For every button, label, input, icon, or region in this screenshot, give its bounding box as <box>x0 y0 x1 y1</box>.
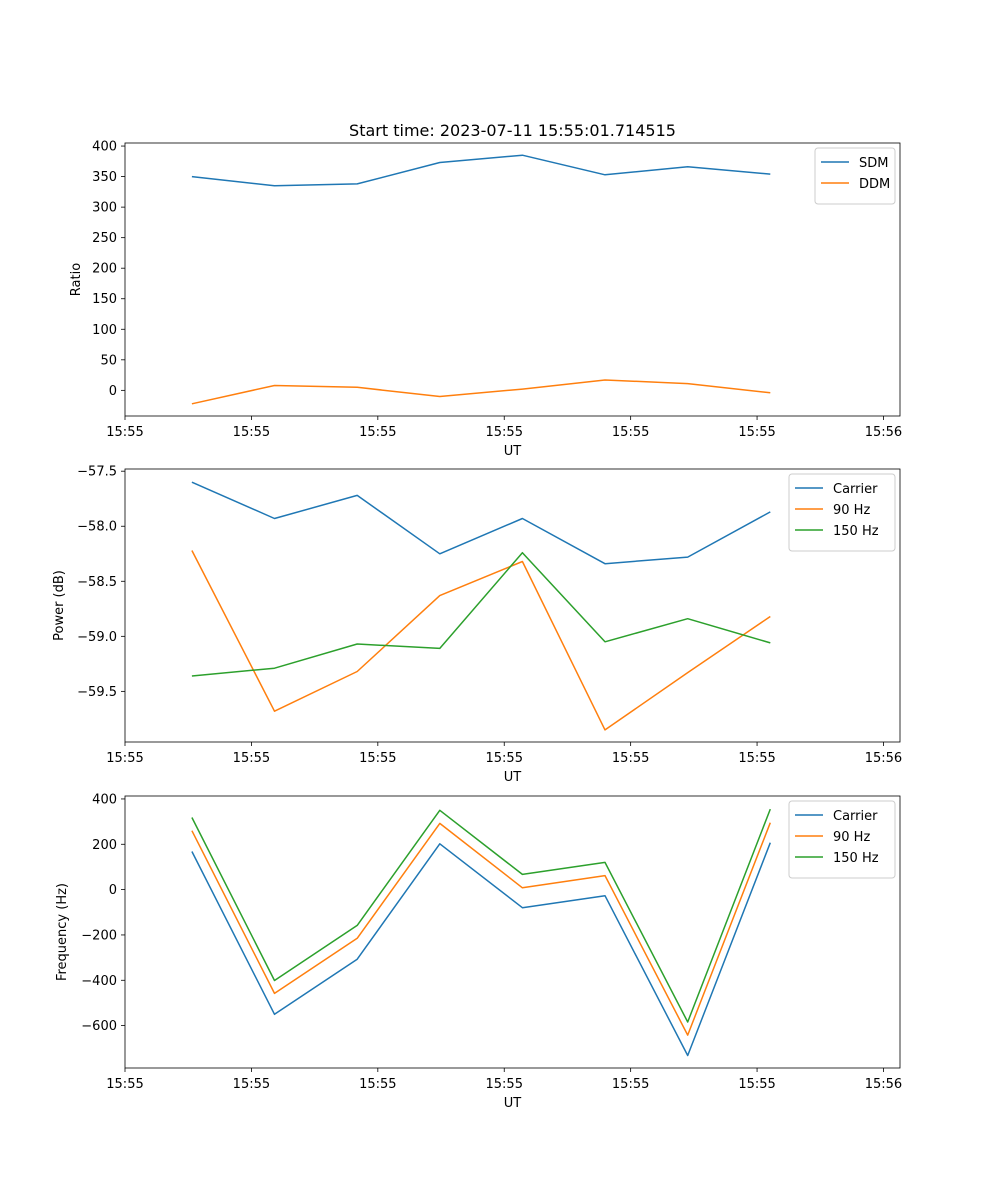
legend-label: SDM <box>859 156 888 171</box>
x-tick-label: 15:55 <box>486 1077 523 1092</box>
y-axis-label: Frequency (Hz) <box>55 883 70 981</box>
x-tick-label: 15:56 <box>865 1077 902 1092</box>
legend-label: DDM <box>859 177 890 192</box>
x-tick-label: 15:55 <box>359 425 396 440</box>
legend: SDM DDM <box>814 147 896 205</box>
x-tick-label: 15:55 <box>612 751 649 766</box>
legend-label: 90 Hz <box>833 503 870 518</box>
y-tick-label: 100 <box>92 323 117 338</box>
chart-panel-3: 15:55 15:55 15:55 15:55 15:55 15:55 15:56 UT −60… <box>55 792 902 1111</box>
plot-frame <box>124 142 901 417</box>
series-line-90-hz <box>191 822 771 1036</box>
y-tick-label: −57.5 <box>77 465 117 480</box>
y-tick-label: −200 <box>81 928 117 943</box>
y-tick-label: 400 <box>92 140 117 155</box>
x-tick-label: 15:56 <box>865 751 902 766</box>
series-line-150-hz <box>191 808 771 1023</box>
y-axis-label: Ratio <box>69 263 84 296</box>
x-tick-label: 15:55 <box>612 1077 649 1092</box>
series-line-sdm <box>191 154 771 187</box>
chart-panel-1: Start time: 2023-07-11 15:55:01.714515 15… <box>69 121 902 459</box>
chart-title: Start time: 2023-07-11 15:55:01.714515 <box>349 121 676 140</box>
legend-label: Carrier <box>833 482 878 497</box>
y-tick-label: 200 <box>92 262 117 277</box>
x-tick-label: 15:55 <box>233 425 270 440</box>
x-axis-label: UT <box>504 444 522 459</box>
x-axis-label: UT <box>504 770 522 785</box>
x-tick-label: 15:56 <box>865 425 902 440</box>
legend-box <box>788 800 896 879</box>
x-tick-label: 15:55 <box>233 751 270 766</box>
y-tick-label: −600 <box>81 1019 117 1034</box>
series-line-90-hz <box>191 550 771 731</box>
y-tick-label: 350 <box>92 170 117 185</box>
x-tick-label: 15:55 <box>486 751 523 766</box>
y-tick-label: −58.0 <box>77 520 117 535</box>
x-axis-label: UT <box>504 1096 522 1111</box>
y-tick-label: 50 <box>100 353 117 368</box>
x-tick-label: 15:55 <box>233 1077 270 1092</box>
legend-label: Carrier <box>833 809 878 824</box>
plot-frame <box>124 468 901 743</box>
y-tick-label: −59.5 <box>77 685 117 700</box>
x-tick-label: 15:55 <box>486 425 523 440</box>
y-tick-label: −58.5 <box>77 575 117 590</box>
x-tick-label: 15:55 <box>359 1077 396 1092</box>
series-line-ddm <box>191 379 771 405</box>
x-tick-label: 15:55 <box>106 425 143 440</box>
legend: Carrier 90 Hz 150 Hz <box>788 473 896 552</box>
x-tick-label: 15:55 <box>738 1077 775 1092</box>
x-tick-label: 15:55 <box>106 1077 143 1092</box>
series-line-150-hz <box>191 551 771 677</box>
legend-label: 90 Hz <box>833 830 870 845</box>
x-tick-label: 15:55 <box>738 751 775 766</box>
legend: Carrier 90 Hz 150 Hz <box>788 800 896 879</box>
legend-label: 150 Hz <box>833 524 879 539</box>
legend-label: 150 Hz <box>833 851 879 866</box>
y-axis-label: Power (dB) <box>52 570 67 641</box>
y-tick-label: 300 <box>92 201 117 216</box>
series-line-carrier <box>191 842 771 1057</box>
chart-panel-2: 15:55 15:55 15:55 15:55 15:55 15:55 15:56 UT −59… <box>52 465 902 785</box>
x-tick-label: 15:55 <box>106 751 143 766</box>
y-tick-label: 200 <box>92 838 117 853</box>
y-tick-label: −400 <box>81 974 117 989</box>
x-tick-label: 15:55 <box>738 425 775 440</box>
y-tick-label: 150 <box>92 292 117 307</box>
y-tick-label: −59.0 <box>77 630 117 645</box>
x-tick-label: 15:55 <box>612 425 649 440</box>
legend-box <box>788 473 896 552</box>
y-tick-label: 0 <box>109 384 117 399</box>
y-tick-label: 400 <box>92 792 117 807</box>
y-tick-label: 250 <box>92 231 117 246</box>
plot-frame <box>124 795 901 1069</box>
x-tick-label: 15:55 <box>359 751 396 766</box>
series-line-carrier <box>191 481 771 565</box>
y-tick-label: 0 <box>109 883 117 898</box>
